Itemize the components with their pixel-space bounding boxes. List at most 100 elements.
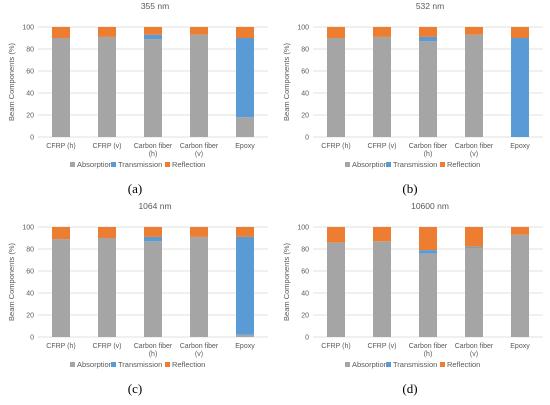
y-tick-label: 0	[30, 335, 34, 342]
bar-reflection	[98, 227, 116, 238]
x-tick-label: (v)	[195, 151, 203, 158]
chart-title: 532 nm	[416, 1, 444, 11]
bar-reflection	[144, 227, 162, 237]
x-tick-label: CFRP (h)	[321, 343, 350, 350]
chart-panel-d: 0 20 40 60 80 100 10600 nm Beam Components (%) C…	[282, 201, 543, 396]
panel-caption: (a)	[128, 181, 142, 196]
y-tick-label: 60	[301, 269, 309, 276]
bar-absorption	[419, 41, 437, 137]
legend-label: Transmission	[118, 160, 162, 169]
legend-swatch-transmission	[386, 162, 391, 167]
bar-transmission	[465, 246, 483, 248]
bar-absorption	[236, 117, 254, 137]
bar-reflection	[511, 27, 529, 38]
y-tick-label: 20	[26, 113, 34, 120]
x-tick-label: Carbon fiber	[455, 143, 494, 150]
y-tick-label: 60	[26, 269, 34, 276]
y-tick-label: 0	[305, 335, 309, 342]
panel-caption: (c)	[128, 381, 142, 396]
legend-swatch-absorption	[345, 362, 350, 367]
y-axis-title: Beam Components (%)	[7, 243, 16, 321]
bar-absorption	[465, 247, 483, 337]
y-tick-label: 60	[301, 69, 309, 76]
y-axis-title: Beam Components (%)	[7, 43, 16, 121]
y-axis-title: Beam Components (%)	[282, 43, 291, 121]
legend: Absorption Transmission Reflection	[345, 160, 480, 169]
bar-absorption	[511, 234, 529, 337]
legend-swatch-transmission	[111, 362, 116, 367]
chart-panel-c: 0 20 40 60 80 100 1064 nm Beam Components (%) CF…	[7, 201, 268, 396]
bar-absorption	[236, 334, 254, 337]
bar-reflection	[373, 227, 391, 242]
x-tick-label: Carbon fiber	[180, 143, 219, 150]
x-tick-label: Carbon fiber	[134, 343, 173, 350]
legend-label: Reflection	[172, 360, 205, 369]
y-tick-label: 100	[297, 225, 309, 232]
x-tick-label: Carbon fiber	[409, 143, 448, 150]
legend-swatch-reflection	[165, 362, 170, 367]
x-tick-label: (h)	[149, 351, 158, 358]
panel-caption: (d)	[402, 381, 417, 396]
x-tick-label: (v)	[195, 351, 203, 358]
x-tick-label: (h)	[424, 351, 433, 358]
x-tick-label: Carbon fiber	[134, 143, 173, 150]
y-tick-label: 20	[26, 313, 34, 320]
bar-reflection	[373, 27, 391, 37]
x-tick-label: CFRP (v)	[367, 343, 396, 350]
legend: Absorption Transmission Reflection	[345, 360, 480, 369]
legend-label: Transmission	[393, 160, 437, 169]
legend-label: Transmission	[393, 360, 437, 369]
y-tick-label: 0	[30, 135, 34, 142]
y-tick-label: 100	[297, 25, 309, 32]
bar-reflection	[327, 27, 345, 38]
bar-absorption	[144, 241, 162, 337]
legend-swatch-absorption	[345, 162, 350, 167]
bar-absorption	[465, 34, 483, 138]
x-tick-label: (v)	[470, 151, 478, 158]
bar-reflection	[190, 27, 208, 35]
chart-title: 1064 nm	[138, 201, 171, 211]
x-tick-label: (v)	[470, 351, 478, 358]
y-tick-label: 80	[301, 47, 309, 54]
x-tick-label: CFRP (v)	[92, 143, 121, 150]
bar-reflection	[190, 227, 208, 237]
bar-reflection	[52, 27, 70, 38]
legend-swatch-absorption	[70, 162, 75, 167]
bar-transmission	[236, 236, 254, 335]
bar-absorption	[144, 39, 162, 137]
legend-label: Absorption	[352, 160, 388, 169]
bar-absorption	[327, 242, 345, 337]
bar-reflection	[98, 27, 116, 37]
legend-label: Transmission	[118, 360, 162, 369]
y-tick-label: 60	[26, 69, 34, 76]
bar-transmission	[419, 250, 437, 254]
x-tick-label: CFRP (v)	[367, 143, 396, 150]
legend-label: Reflection	[447, 360, 480, 369]
bar-reflection	[236, 27, 254, 38]
legend-swatch-transmission	[386, 362, 391, 367]
bar-absorption	[98, 238, 116, 337]
x-tick-label: (h)	[424, 151, 433, 158]
legend-label: Reflection	[447, 160, 480, 169]
x-tick-label: CFRP (h)	[321, 143, 350, 150]
y-tick-label: 20	[301, 113, 309, 120]
bar-reflection	[419, 227, 437, 251]
x-tick-label: Carbon fiber	[180, 343, 219, 350]
legend-label: Absorption	[77, 360, 113, 369]
legend: Absorption Transmission Reflection	[70, 360, 205, 369]
y-tick-label: 40	[26, 91, 34, 98]
y-tick-label: 80	[26, 47, 34, 54]
x-tick-label: Carbon fiber	[455, 343, 494, 350]
legend: Absorption Transmission Reflection	[70, 160, 205, 169]
x-tick-label: Epoxy	[510, 143, 530, 150]
y-tick-label: 0	[305, 135, 309, 142]
legend-swatch-reflection	[440, 162, 445, 167]
legend-label: Reflection	[172, 160, 205, 169]
bar-absorption	[52, 239, 70, 337]
y-tick-label: 40	[26, 291, 34, 298]
x-tick-label: Epoxy	[510, 343, 530, 350]
bar-absorption	[98, 36, 116, 137]
x-tick-label: (h)	[149, 151, 158, 158]
legend-label: Absorption	[352, 360, 388, 369]
chart-panel-b: 0 20 40 60 80 100 532 nm Beam Components (%) CFR…	[282, 1, 543, 196]
